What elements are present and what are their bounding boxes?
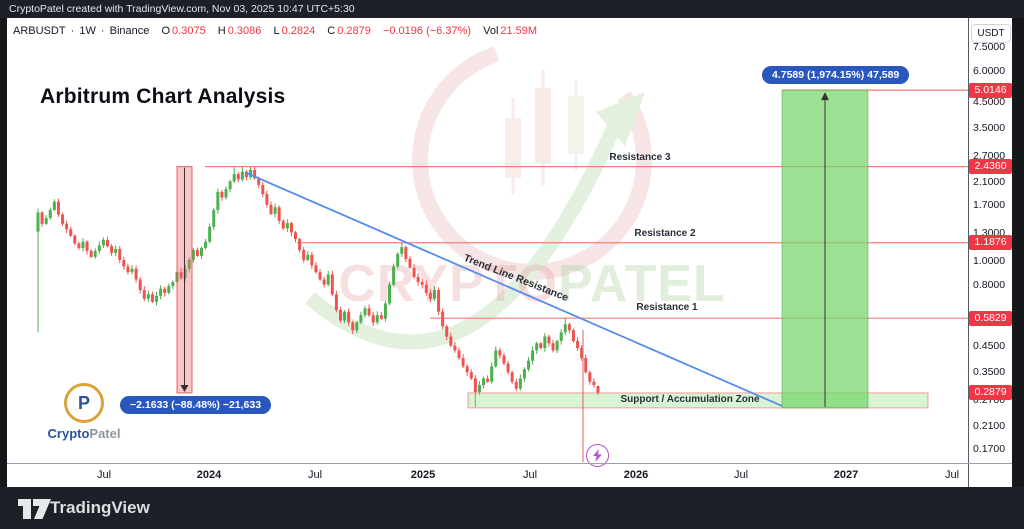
candlestick-series[interactable] bbox=[36, 166, 600, 408]
short-position-band[interactable] bbox=[176, 166, 193, 394]
volume-value: 21.59M bbox=[500, 25, 538, 37]
footer-bar bbox=[0, 487, 1024, 529]
cryptopatel-logo-icon: P bbox=[64, 383, 104, 423]
exchange: Binance bbox=[109, 25, 150, 37]
trend-line[interactable] bbox=[245, 171, 783, 407]
price-tick: 0.8000 bbox=[973, 278, 1006, 291]
price-tick: 2.1000 bbox=[973, 176, 1006, 189]
price-tick: 0.1700 bbox=[973, 442, 1006, 455]
price-tick: 1.7000 bbox=[973, 198, 1006, 211]
price-axis-separator bbox=[968, 18, 969, 487]
price-tick: 7.5000 bbox=[973, 41, 1006, 54]
interval[interactable]: 1W bbox=[79, 25, 96, 37]
chart-title: Arbitrum Chart Analysis bbox=[40, 85, 286, 108]
currency-toggle-button[interactable]: USDT bbox=[971, 24, 1011, 43]
symbol-ohlc-legend: ARBUSDT · 1W · Binance O 0.3075 H 0.3086 L… bbox=[13, 25, 538, 37]
time-tick: Jul bbox=[307, 469, 323, 481]
time-tick: Jul bbox=[944, 469, 960, 481]
time-tick: 2024 bbox=[196, 469, 222, 481]
symbol-name[interactable]: ARBUSDT bbox=[13, 25, 66, 37]
attribution-banner: CryptoPatel created with TradingView.com… bbox=[0, 0, 1024, 18]
time-axis-separator bbox=[7, 463, 1012, 464]
watermark-text: CRYPTOPATEL bbox=[338, 255, 726, 313]
price-plate: 0.2879 bbox=[969, 385, 1012, 401]
high-value: 0.3086 bbox=[227, 25, 262, 37]
price-tick: 0.2100 bbox=[973, 420, 1006, 433]
tradingview-logo-icon[interactable] bbox=[18, 498, 52, 520]
time-tick: Jul bbox=[733, 469, 749, 481]
time-tick: 2026 bbox=[623, 469, 649, 481]
change-value: −0.0196 (−6.37%) bbox=[382, 25, 472, 37]
time-tick: Jul bbox=[522, 469, 538, 481]
support-zone-label[interactable]: Support / Accumulation Zone bbox=[620, 394, 760, 405]
tradingview-brand-text[interactable]: TradingView bbox=[50, 498, 150, 517]
time-tick: 2025 bbox=[410, 469, 436, 481]
price-plate: 0.5829 bbox=[969, 310, 1012, 326]
price-plate: 1.1876 bbox=[969, 235, 1012, 251]
price-tick: 6.0000 bbox=[973, 65, 1006, 78]
low-value: 0.2824 bbox=[281, 25, 316, 37]
time-tick: Jul bbox=[96, 469, 112, 481]
price-plate: 5.0146 bbox=[969, 82, 1012, 98]
price-tick: 4.5000 bbox=[973, 95, 1006, 108]
price-tick: 0.3500 bbox=[973, 366, 1006, 379]
price-tick: 2.7000 bbox=[973, 149, 1006, 162]
close-value: 0.2879 bbox=[337, 25, 371, 37]
long-target-pill[interactable]: 4.7589 (1,974.15%) 47,589 bbox=[762, 66, 910, 84]
resistance-3-label[interactable]: Resistance 3 bbox=[609, 152, 671, 163]
price-plate: 2.4360 bbox=[969, 159, 1012, 175]
long-position-box[interactable] bbox=[781, 89, 869, 409]
price-tick: 0.4500 bbox=[973, 339, 1006, 352]
price-tick: 3.5000 bbox=[973, 122, 1006, 135]
short-target-pill[interactable]: −2.1633 (−88.48%) −21,633 bbox=[120, 396, 272, 414]
resistance-2-label[interactable]: Resistance 2 bbox=[634, 228, 696, 239]
resistance-1-label[interactable]: Resistance 1 bbox=[636, 302, 698, 313]
open-value: 0.3075 bbox=[172, 25, 206, 37]
cryptopatel-logo: P CryptoPatel bbox=[44, 383, 124, 441]
time-tick: 2027 bbox=[833, 469, 859, 481]
price-tick: 1.0000 bbox=[973, 255, 1006, 267]
event-lightning-icon[interactable] bbox=[586, 444, 609, 467]
